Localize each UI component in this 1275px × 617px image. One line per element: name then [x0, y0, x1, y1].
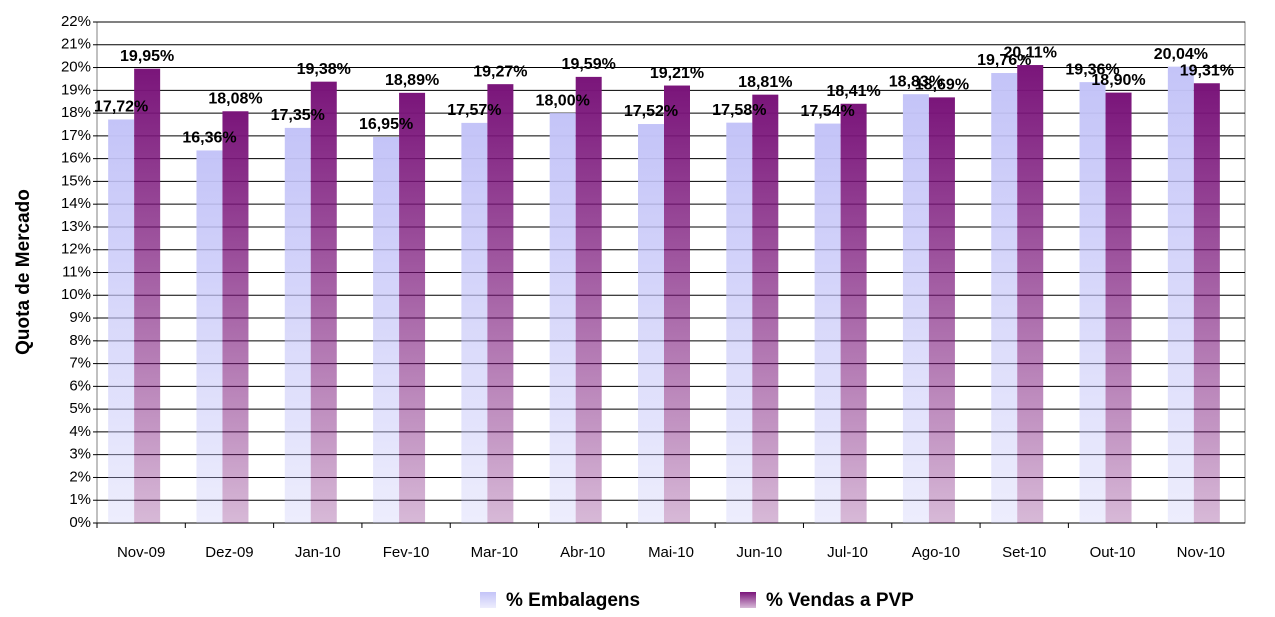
y-tick-label: 1%	[69, 491, 91, 508]
value-label: 17,35%	[271, 107, 325, 124]
value-label: 18,08%	[208, 90, 262, 107]
y-tick-label: 2%	[69, 468, 91, 485]
value-label: 19,36%	[1065, 61, 1119, 78]
y-tick-label: 20%	[61, 59, 91, 76]
value-label: 19,95%	[120, 48, 174, 65]
bar	[928, 97, 955, 524]
legend-label: % Vendas a PVP	[766, 590, 914, 611]
y-tick-label: 15%	[61, 172, 91, 189]
value-label: 19,76%	[977, 52, 1031, 69]
x-tick-label: Nov-09	[117, 544, 165, 561]
value-label: 18,69%	[915, 77, 969, 94]
bar	[284, 127, 311, 523]
value-label: 18,00%	[536, 92, 590, 109]
bar	[638, 124, 664, 523]
y-tick-label: 5%	[69, 400, 91, 417]
bar	[1079, 82, 1106, 524]
value-label: 17,72%	[94, 99, 148, 116]
legend-label: % Embalagens	[506, 590, 640, 611]
x-tick-label: Dez-09	[205, 544, 253, 561]
y-tick-label: 8%	[69, 332, 91, 349]
value-label: 18,83%	[889, 73, 943, 90]
value-label: 17,57%	[447, 102, 501, 119]
bar	[461, 122, 488, 523]
value-label: 16,36%	[182, 130, 236, 147]
x-tick-label: Set-10	[1002, 544, 1046, 561]
value-label: 19,31%	[1180, 62, 1234, 79]
bar	[726, 122, 753, 523]
bar	[664, 85, 690, 523]
bar	[196, 150, 223, 524]
bar	[108, 119, 135, 523]
value-label: 18,81%	[738, 74, 792, 91]
bar	[575, 76, 602, 524]
value-label: 18,90%	[1091, 72, 1145, 89]
value-label: 19,59%	[562, 56, 616, 73]
value-label: 18,41%	[826, 83, 880, 100]
value-label: 17,58%	[712, 102, 766, 119]
bar	[814, 123, 841, 524]
bar	[991, 73, 1018, 523]
value-label: 19,27%	[473, 63, 527, 80]
x-tick-label: Mai-10	[648, 544, 694, 561]
x-tick-label: Jul-10	[827, 544, 868, 561]
y-tick-label: 13%	[61, 218, 91, 235]
bar	[310, 81, 337, 523]
bar	[752, 94, 779, 524]
value-label: 20,11%	[1004, 44, 1057, 61]
bar	[902, 94, 929, 523]
y-tick-label: 18%	[61, 104, 91, 121]
bar	[222, 111, 249, 523]
y-tick-label: 14%	[61, 195, 91, 212]
y-tick-label: 4%	[69, 423, 91, 440]
legend-swatch	[740, 592, 756, 608]
y-axis-label: Quota de Mercado	[13, 189, 34, 355]
x-tick-label: Ago-10	[912, 544, 960, 561]
value-label: 17,52%	[624, 103, 678, 120]
x-tick-label: Mar-10	[471, 544, 519, 561]
bar	[549, 113, 576, 523]
y-tick-label: 16%	[61, 150, 91, 167]
y-tick-label: 0%	[69, 514, 91, 531]
bar	[1017, 65, 1044, 523]
x-tick-label: Jun-10	[736, 544, 782, 561]
value-label: 16,95%	[359, 116, 413, 133]
value-label: 19,21%	[650, 65, 704, 82]
y-tick-label: 6%	[69, 377, 91, 394]
bar	[399, 92, 426, 523]
bar	[1167, 66, 1194, 523]
y-tick-label: 9%	[69, 309, 91, 326]
legend-swatch	[480, 592, 496, 608]
value-label: 18,89%	[385, 72, 439, 89]
y-tick-label: 22%	[61, 13, 91, 30]
y-tick-label: 3%	[69, 446, 91, 463]
y-tick-label: 12%	[61, 241, 91, 258]
x-tick-label: Fev-10	[383, 544, 430, 561]
bar	[487, 84, 514, 523]
y-tick-label: 19%	[61, 81, 91, 98]
bar	[373, 137, 400, 524]
y-tick-label: 17%	[61, 127, 91, 144]
y-tick-label: 11%	[62, 263, 91, 280]
y-tick-label: 21%	[61, 36, 91, 53]
bar	[1193, 83, 1220, 523]
x-tick-label: Abr-10	[560, 544, 605, 561]
x-tick-label: Nov-10	[1177, 544, 1225, 561]
x-tick-label: Out-10	[1090, 544, 1136, 561]
value-label: 20,04%	[1154, 46, 1208, 63]
bar	[1105, 92, 1132, 523]
y-tick-label: 7%	[69, 355, 91, 372]
y-tick-label: 10%	[61, 286, 91, 303]
value-label: 17,54%	[800, 103, 854, 120]
x-tick-label: Jan-10	[295, 544, 341, 561]
bar	[134, 68, 161, 524]
bar	[840, 103, 867, 523]
value-label: 19,38%	[297, 61, 351, 78]
